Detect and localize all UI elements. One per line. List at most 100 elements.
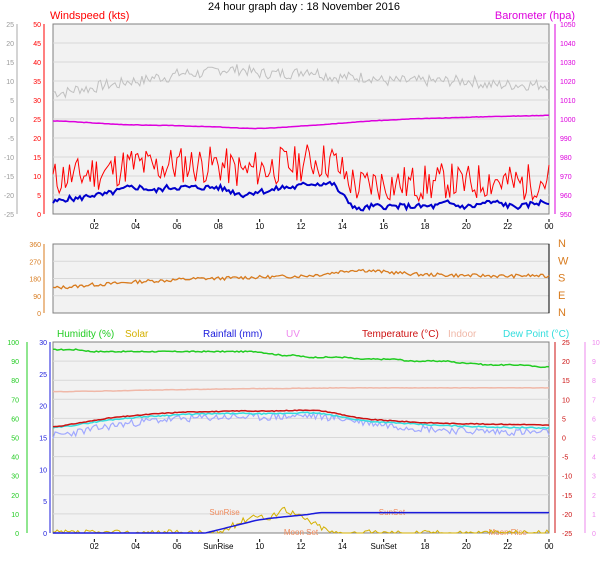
humidity-tick-label: 100 <box>7 340 19 347</box>
humidity-tick-label: 30 <box>11 474 19 481</box>
chart-title: 24 hour graph day : 18 November 2016 <box>208 1 400 13</box>
uv-tick-label: 8 <box>592 378 596 385</box>
temperature-tick-label: 25 <box>562 340 570 347</box>
apparent-line <box>52 411 550 439</box>
baro-tick-label: 1000 <box>560 117 576 124</box>
uv-tick-label: 3 <box>592 474 596 481</box>
uv-tick-label: 2 <box>592 493 596 500</box>
wind-tick-label: 5 <box>37 193 41 200</box>
baro-tick-label: 1050 <box>560 22 576 29</box>
direction-tick-label: 270 <box>29 259 41 266</box>
baro-tick-label: 980 <box>560 155 572 162</box>
baro-tick-label: 990 <box>560 136 572 143</box>
wind-tick-label: 35 <box>33 79 41 86</box>
rainfall-tick-label: 5 <box>43 499 47 506</box>
temperature-line <box>52 409 550 428</box>
x-tick-label: 00 <box>545 222 554 231</box>
direction-tick-label: 0 <box>37 311 41 318</box>
rainfall-tick-label: 25 <box>39 372 47 379</box>
x-tick-label: 10 <box>255 542 264 551</box>
temp-tick-label: 20 <box>6 41 14 48</box>
x-tick-label: 04 <box>131 222 140 231</box>
humidity-tick-label: 60 <box>11 416 19 423</box>
wind-tick-label: 20 <box>33 136 41 143</box>
uv-tick-label: 1 <box>592 512 596 519</box>
x-tick-label: 22 <box>503 222 512 231</box>
x-tick-label: 18 <box>421 542 430 551</box>
temp-tick-label: -10 <box>4 155 14 162</box>
baro-tick-label: 1010 <box>560 98 576 105</box>
humidity-tick-label: 40 <box>11 455 19 462</box>
temperature-tick-label: -20 <box>562 512 572 519</box>
x-tick-label: 14 <box>338 222 347 231</box>
x-tick-label: 18 <box>421 222 430 231</box>
wind-axis-title: Windspeed (kts) <box>50 10 129 22</box>
temperature-tick-label: -25 <box>562 531 572 538</box>
uv-tick-label: 10 <box>592 340 600 347</box>
temp-tick-label: -15 <box>4 174 14 181</box>
humidity-tick-label: 10 <box>11 512 19 519</box>
temp-tick-label: 15 <box>6 60 14 67</box>
baro-tick-label: 970 <box>560 174 572 181</box>
legend-label: Temperature (°C) <box>362 329 439 340</box>
event-label: SunRise <box>209 508 240 517</box>
x-tick-label: 14 <box>338 542 347 551</box>
indoor-line <box>52 386 549 393</box>
temp-tick-label: 25 <box>6 22 14 29</box>
rainfall-line <box>53 511 549 534</box>
wind-direction-line <box>52 268 550 290</box>
x-tick-label: 00 <box>545 542 554 551</box>
x-tick-label: 02 <box>90 542 99 551</box>
wind-tick-label: 50 <box>33 22 41 29</box>
wind-tick-label: 15 <box>33 155 41 162</box>
temperature-tick-label: 15 <box>562 378 570 385</box>
temp-tick-label: 10 <box>6 79 14 86</box>
humidity-tick-label: 50 <box>11 436 19 443</box>
uv-tick-label: 4 <box>592 455 596 462</box>
temperature-tick-label: 20 <box>562 359 570 366</box>
humidity-tick-label: 20 <box>11 493 19 500</box>
grey-temperature-line <box>52 63 550 99</box>
rainfall-tick-label: 15 <box>39 436 47 443</box>
humidity-line <box>53 348 550 369</box>
uv-tick-label: 6 <box>592 416 596 423</box>
humidity-tick-label: 80 <box>11 378 19 385</box>
humidity-tick-label: 90 <box>11 359 19 366</box>
x-tick-label: 06 <box>173 542 182 551</box>
rainfall-tick-label: 20 <box>39 404 47 411</box>
legend-label: Solar <box>125 329 149 340</box>
wind-tick-label: 0 <box>37 212 41 219</box>
rainfall-tick-label: 30 <box>39 340 47 347</box>
baro-tick-label: 1020 <box>560 79 576 86</box>
compass-label: N <box>558 307 566 319</box>
wind-tick-label: 30 <box>33 98 41 105</box>
legend-label: Dew Point (°C) <box>503 329 569 340</box>
legend-label: Rainfall (mm) <box>203 329 262 340</box>
temp-tick-label: -5 <box>8 136 14 143</box>
x-tick-label: 12 <box>297 542 306 551</box>
wind-average-line <box>52 180 550 212</box>
x-tick-label: 12 <box>297 222 306 231</box>
x-tick-label: SunSet <box>371 542 398 551</box>
compass-label: N <box>558 238 566 250</box>
x-tick-label: SunRise <box>203 542 234 551</box>
compass-label: S <box>558 273 565 285</box>
humidity-tick-label: 70 <box>11 397 19 404</box>
baro-tick-label: 1030 <box>560 60 576 67</box>
x-tick-label: 20 <box>462 542 471 551</box>
baro-tick-label: 960 <box>560 193 572 200</box>
baro-tick-label: 950 <box>560 212 572 219</box>
temperature-tick-label: -10 <box>562 474 572 481</box>
wind-tick-label: 10 <box>33 174 41 181</box>
temp-tick-label: -25 <box>4 212 14 219</box>
legend-label: Indoor <box>448 329 477 340</box>
temp-tick-label: -20 <box>4 193 14 200</box>
legend-label: Humidity (%) <box>57 329 114 340</box>
rainfall-tick-label: 0 <box>43 531 47 538</box>
x-tick-label: 08 <box>214 222 223 231</box>
direction-tick-label: 360 <box>29 242 41 249</box>
rainfall-tick-label: 10 <box>39 467 47 474</box>
baro-axis-title: Barometer (hpa) <box>495 10 575 22</box>
wind-tick-label: 25 <box>33 117 41 124</box>
temperature-tick-label: 5 <box>562 416 566 423</box>
